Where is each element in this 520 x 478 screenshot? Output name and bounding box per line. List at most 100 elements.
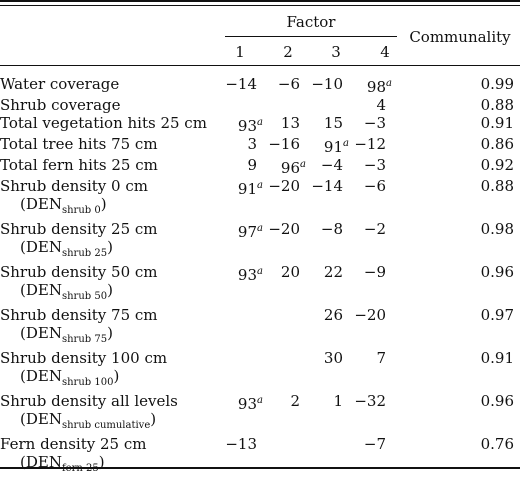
factor-4-loading: −2 [351, 220, 394, 263]
loading-value: 93 [237, 395, 257, 413]
loading-value: −16 [268, 135, 300, 153]
row-label: Total fern hits 25 cm [0, 156, 225, 177]
factor-4-loading: −32 [351, 392, 394, 435]
row-abbreviation: (DENfern 25) [0, 453, 225, 478]
row-label: Total tree hits 75 cm [0, 135, 225, 156]
communality-header: Communality [409, 28, 511, 46]
row-abbreviation: (DENshrub 0) [20, 195, 107, 216]
factor-1-loading: 93a [225, 392, 265, 435]
communality-cell: 0.97 [394, 306, 514, 349]
communality-cell: 0.99 [394, 75, 514, 96]
row-label-text: Fern density 25 cm [0, 435, 147, 453]
row-abbreviation: (DENshrub 50) [20, 281, 113, 302]
loading-value: −4 [320, 156, 343, 174]
loading-value: −20 [268, 220, 300, 238]
communality-value: 0.96 [480, 392, 514, 410]
loading-value: 9 [247, 156, 257, 174]
communality-value: 0.88 [480, 177, 514, 195]
factor-4-loading: −12 [351, 135, 394, 156]
table-row: Shrub density all levels (DENshrub cumula… [0, 392, 514, 435]
abbreviation-subscript: shrub 0 [61, 205, 101, 216]
significance-marker: a [257, 180, 263, 191]
loading-value: −6 [363, 177, 386, 195]
row-label: Water coverage [0, 75, 225, 96]
factor-3-loading: −4 [308, 156, 351, 177]
abbreviation-subscript: shrub 50 [61, 291, 108, 302]
factor-1-loading: 93a [225, 114, 265, 135]
factor-3-loading: 1 [308, 392, 351, 435]
abbreviation-main: DEN [25, 281, 62, 299]
communality-cell: 0.91 [394, 114, 514, 135]
row-label: Shrub density 0 cm (DENshrub 0) [0, 177, 225, 220]
loading-value: 3 [247, 135, 257, 153]
factor-1-loading [225, 349, 265, 392]
row-label-text: Shrub density 50 cm [0, 263, 158, 281]
row-abbreviation: (DENshrub 100) [20, 367, 120, 388]
factor-header: Factor [286, 13, 336, 31]
factor-3-loading: 30 [308, 349, 351, 392]
communality-cell: 0.86 [394, 135, 514, 156]
factor-number-1: 1 [235, 43, 245, 61]
factor-3-loading: −10 [308, 75, 351, 96]
significance-marker: a [257, 266, 263, 277]
factor-3-loading: −8 [308, 220, 351, 263]
loading-value: −14 [225, 75, 257, 93]
loading-value: 2 [290, 392, 300, 410]
factor-number-3: 3 [331, 43, 341, 61]
factor-4-loading: −20 [351, 306, 394, 349]
factor-1-loading [225, 96, 265, 114]
factor-2-loading: 20 [265, 263, 308, 306]
row-label: Shrub density 50 cm (DENshrub 50) [0, 263, 225, 306]
abbreviation-subscript: shrub 100 [61, 377, 114, 388]
communality-value: 0.76 [480, 435, 514, 453]
top-rule-thin [0, 5, 520, 6]
factor-4-loading: 98a [351, 75, 394, 96]
loading-value: 30 [323, 349, 343, 367]
communality-value: 0.96 [480, 263, 514, 281]
significance-marker: a [343, 138, 349, 149]
communality-cell: 0.76 [394, 435, 514, 478]
loading-value: −13 [225, 435, 257, 453]
factor-3-loading: 91a [308, 135, 351, 156]
communality-cell: 0.91 [394, 349, 514, 392]
table-row: Shrub density 50 cm (DENshrub 50) 93a 20 22−… [0, 263, 514, 306]
communality-cell: 0.92 [394, 156, 514, 177]
abbreviation-subscript: shrub 75 [61, 334, 108, 345]
factor-2-loading [265, 349, 308, 392]
factor-4-loading: 4 [351, 96, 394, 114]
significance-marker: a [300, 159, 306, 170]
table-row: Shrub coverage 4 0.88 [0, 96, 514, 114]
factor-2-loading: 96a [265, 156, 308, 177]
factor-rule [225, 36, 397, 37]
loading-value: 98 [366, 78, 386, 96]
factor-3-loading: 22 [308, 263, 351, 306]
table-row: Total vegetation hits 25 cm 93a 13 15 −3 0.91 [0, 114, 514, 135]
loading-value: 7 [376, 349, 386, 367]
row-label: Fern density 25 cm(DENfern 25) [0, 435, 225, 478]
loading-value: 15 [323, 114, 343, 132]
table-row: Shrub density 75 cm (DENshrub 75) 26 −20 0.9… [0, 306, 514, 349]
significance-marker: a [257, 223, 263, 234]
row-abbreviation: (DENshrub 25) [20, 238, 113, 259]
loading-value: 4 [376, 96, 386, 114]
row-label: Shrub density all levels (DENshrub cumula… [0, 392, 225, 435]
communality-value: 0.88 [480, 96, 514, 114]
row-label: Shrub density 75 cm (DENshrub 75) [0, 306, 225, 349]
loading-value: −3 [363, 114, 386, 132]
row-label-text: Shrub density 100 cm [0, 349, 168, 367]
factor-4-loading: −9 [351, 263, 394, 306]
factor-2-loading: −20 [265, 220, 308, 263]
factor-3-loading: −14 [308, 177, 351, 220]
factor-loadings-table: Water coverage −14 −6 −10 98a 0.99 Shrub cover… [0, 75, 514, 478]
loading-value: −2 [363, 220, 386, 238]
factor-number-2: 2 [283, 43, 293, 61]
loading-value: 96 [280, 159, 300, 177]
bottom-rule [0, 467, 520, 469]
row-label-text: Water coverage [0, 75, 120, 93]
factor-2-loading: 13 [265, 114, 308, 135]
table-body: Water coverage −14 −6 −10 98a 0.99 Shrub cover… [0, 75, 514, 478]
factor-2-loading: 2 [265, 392, 308, 435]
loading-value: −3 [363, 156, 386, 174]
communality-cell: 0.88 [394, 177, 514, 220]
